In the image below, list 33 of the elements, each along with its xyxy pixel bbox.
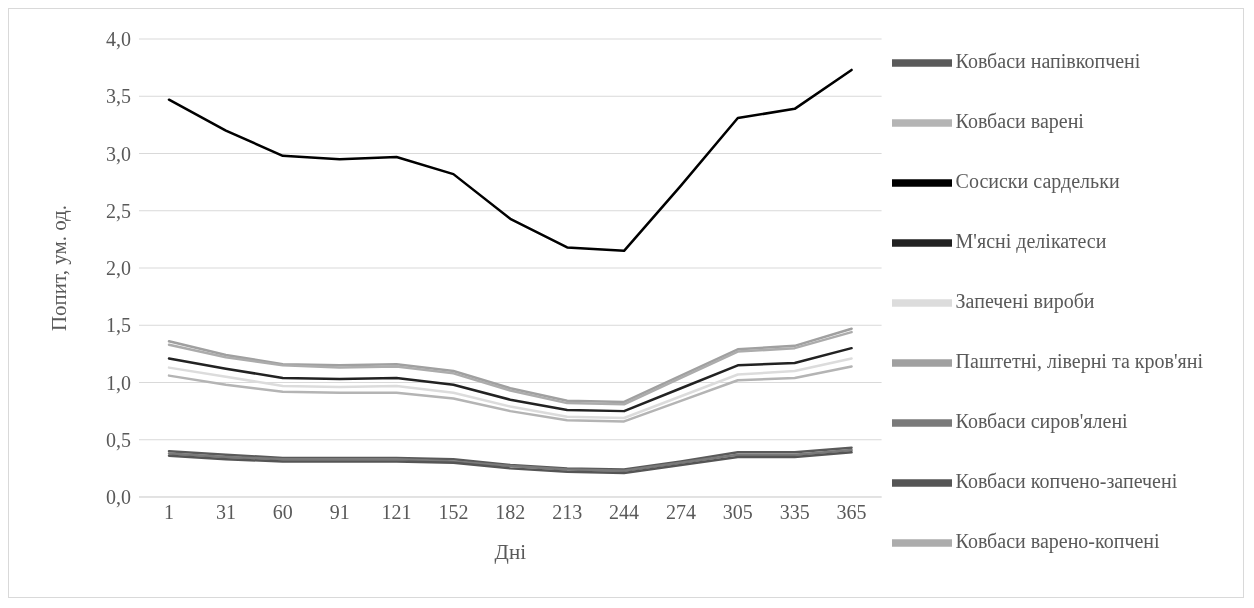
x-tick-label: 213	[552, 501, 583, 524]
x-tick-label: 335	[779, 501, 810, 524]
legend-label: Ковбаси варено-копчені	[955, 529, 1160, 552]
y-tick-label: 2,0	[106, 257, 131, 280]
x-tick-label: 244	[609, 501, 640, 524]
x-tick-label: 31	[215, 501, 236, 524]
y-tick-label: 4,0	[106, 28, 131, 51]
legend-label: Ковбаси варені	[955, 109, 1084, 132]
y-tick-label: 1,0	[106, 371, 131, 394]
x-tick-label: 152	[438, 501, 469, 524]
legend-label: М'ясні делікатеси	[955, 229, 1107, 252]
legend-label: Ковбаси напівкопчені	[955, 49, 1141, 72]
x-tick-label: 182	[495, 501, 526, 524]
y-tick-label: 2,5	[106, 199, 131, 222]
y-tick-label: 1,5	[106, 314, 131, 337]
legend-label: Паштетні, ліверні та кров'яні	[955, 349, 1203, 372]
x-tick-label: 1	[164, 501, 174, 524]
y-tick-label: 3,0	[106, 142, 131, 165]
legend-label: Запечені вироби	[955, 289, 1095, 312]
legend-label: Ковбаси копчено-запечені	[955, 469, 1178, 492]
x-tick-label: 60	[272, 501, 293, 524]
y-tick-label: 0,0	[106, 486, 131, 509]
y-tick-label: 3,5	[106, 85, 131, 108]
x-tick-label: 365	[836, 501, 867, 524]
x-tick-label: 91	[329, 501, 350, 524]
x-tick-label: 274	[665, 501, 696, 524]
y-tick-label: 0,5	[106, 428, 131, 451]
x-tick-label: 121	[381, 501, 412, 524]
y-axis-title: Попит, ум. од.	[47, 204, 72, 332]
legend-label: Ковбаси сиров'ялені	[955, 409, 1128, 432]
x-tick-label: 305	[722, 501, 753, 524]
x-axis-title: Дні	[494, 540, 527, 564]
legend-label: Сосиски сардельки	[955, 169, 1120, 192]
